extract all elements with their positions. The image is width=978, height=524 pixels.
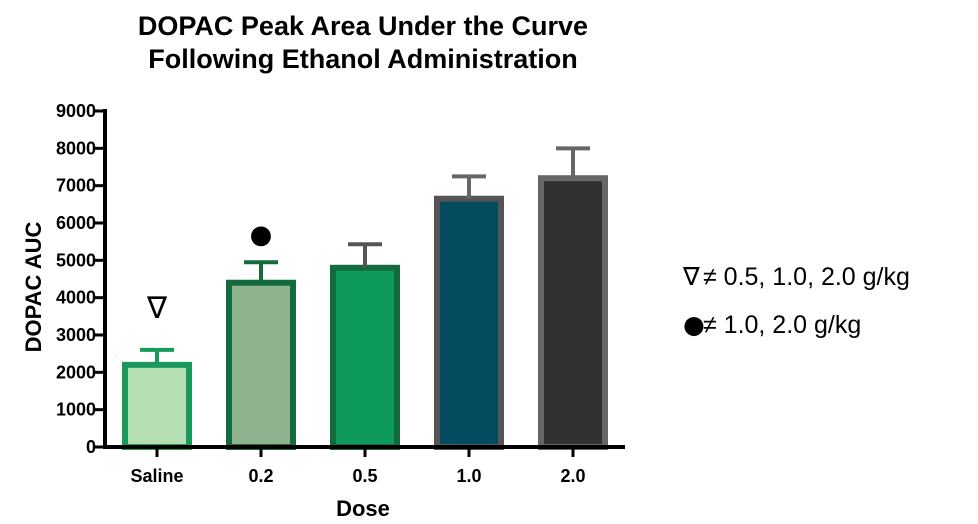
x-tick-label-1-0: 1.0: [456, 466, 481, 486]
y-tick-label-1000: 1000: [56, 400, 96, 420]
legend-bullet-icon: ●: [683, 310, 705, 339]
y-tick-label-4000: 4000: [56, 288, 96, 308]
bar-1-0: [434, 195, 504, 450]
significance-markers-layer: ∇●: [146, 220, 272, 326]
y-tick-label-5000: 5000: [56, 250, 96, 270]
chart-title-line-1: DOPAC Peak Area Under the Curve: [138, 11, 588, 41]
tick-labels-layer: 0 1000 2000 3000 4000 5000 6000 7000 8000 9000 Sal…: [56, 101, 586, 486]
error-bars-layer: [140, 146, 590, 365]
y-tick-label-7000: 7000: [56, 176, 96, 196]
legend: ∇ ≠ 0.5, 1.0, 2.0 g/kg ●≠ 1.0, 2.0 g/kg: [682, 262, 910, 339]
bar-saline: [122, 361, 192, 450]
y-axis-title: DOPAC AUC: [21, 222, 46, 353]
x-tick-label-0-5: 0.5: [352, 466, 377, 486]
bars-layer: [122, 175, 608, 450]
y-tick-label-6000: 6000: [56, 213, 96, 233]
x-tick-label-0-2: 0.2: [248, 466, 273, 486]
legend-text-2: ≠ 1.0, 2.0 g/kg: [703, 311, 861, 339]
bar-0-5: [330, 264, 400, 450]
bar-2-0: [538, 175, 608, 450]
y-tick-label-8000: 8000: [56, 138, 96, 158]
legend-nabla-icon: ∇: [682, 262, 700, 291]
legend-text-1: ≠ 0.5, 1.0, 2.0 g/kg: [703, 263, 910, 291]
bullet-icon: ●: [250, 220, 273, 250]
x-tick-label-saline: Saline: [130, 466, 183, 486]
x-tick-label-2-0: 2.0: [560, 466, 585, 486]
y-tick-label-2000: 2000: [56, 362, 96, 382]
y-tick-label-0: 0: [86, 437, 96, 457]
bar-0-2: [226, 279, 296, 450]
axes-layer: [95, 109, 625, 457]
y-tick-label-9000: 9000: [56, 101, 96, 121]
x-axis-title: Dose: [336, 496, 390, 521]
nabla-icon: ∇: [146, 291, 168, 326]
chart-title-line-2: Following Ethanol Administration: [148, 44, 577, 74]
y-tick-label-3000: 3000: [56, 325, 96, 345]
